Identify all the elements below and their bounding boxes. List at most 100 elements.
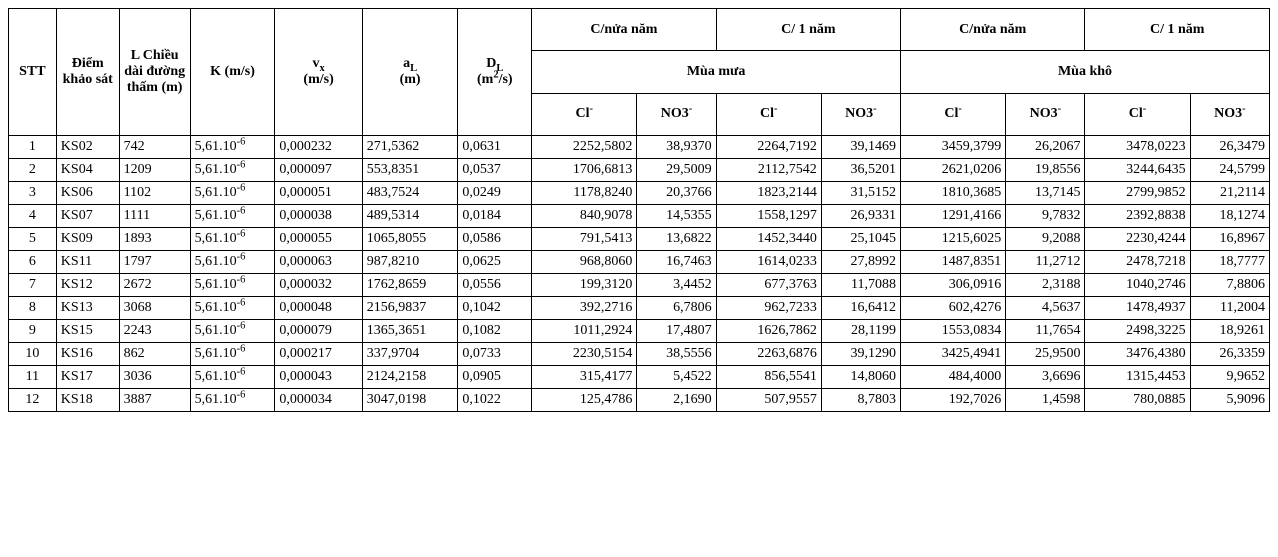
table-cell: 1111 [119, 205, 190, 228]
table-row: 11KS1730365,61.10-60,0000432124,21580,09… [9, 366, 1270, 389]
table-cell: 2243 [119, 320, 190, 343]
col-mm-1year: C/ 1 năm [716, 9, 900, 51]
table-cell: 2621,0206 [901, 159, 1006, 182]
table-cell: 489,5314 [362, 205, 458, 228]
table-row: 12KS1838875,61.10-60,0000343047,01980,10… [9, 389, 1270, 412]
table-cell: 0,000048 [275, 297, 362, 320]
table-row: 4KS0711115,61.10-60,000038489,53140,0184… [9, 205, 1270, 228]
col-dl: DL (m2/s) [458, 9, 532, 136]
table-cell: 602,4276 [901, 297, 1006, 320]
table-cell: 5,61.10-6 [190, 251, 275, 274]
table-cell: 0,000038 [275, 205, 362, 228]
table-cell: 17,4807 [637, 320, 716, 343]
table-cell: 1478,4937 [1085, 297, 1190, 320]
table-cell: 2,3188 [1006, 274, 1085, 297]
col-no3: NO3- [637, 93, 716, 135]
table-cell: 840,9078 [532, 205, 637, 228]
table-cell: 3476,4380 [1085, 343, 1190, 366]
table-cell: 3425,4941 [901, 343, 1006, 366]
table-cell: 1614,0233 [716, 251, 821, 274]
col-k: K (m/s) [190, 9, 275, 136]
col-l: L Chiều dài đường thấm (m) [119, 9, 190, 136]
table-cell: 483,7524 [362, 182, 458, 205]
table-cell: 1102 [119, 182, 190, 205]
table-cell: 18,1274 [1190, 205, 1269, 228]
table-cell: 0,0586 [458, 228, 532, 251]
col-al: aL (m) [362, 9, 458, 136]
table-cell: 25,1045 [821, 228, 900, 251]
table-cell: 0,0249 [458, 182, 532, 205]
table-cell: 5,61.10-6 [190, 182, 275, 205]
table-cell: 1706,6813 [532, 159, 637, 182]
table-cell: 315,4177 [532, 366, 637, 389]
table-cell: 2392,8838 [1085, 205, 1190, 228]
table-cell: 9,2088 [1006, 228, 1085, 251]
table-cell: KS16 [56, 343, 119, 366]
table-cell: 5,61.10-6 [190, 297, 275, 320]
table-cell: 12 [9, 389, 57, 412]
table-cell: 1315,4453 [1085, 366, 1190, 389]
table-cell: 5,61.10-6 [190, 205, 275, 228]
col-no3: NO3- [1190, 93, 1269, 135]
table-cell: 6,7806 [637, 297, 716, 320]
table-row: 5KS0918935,61.10-60,0000551065,80550,058… [9, 228, 1270, 251]
table-cell: 39,1469 [821, 136, 900, 159]
table-body: 1KS027425,61.10-60,000232271,53620,06312… [9, 136, 1270, 412]
table-cell: 25,9500 [1006, 343, 1085, 366]
col-cl: Cl- [1085, 93, 1190, 135]
table-cell: 3036 [119, 366, 190, 389]
table-cell: 856,5541 [716, 366, 821, 389]
table-cell: 0,000079 [275, 320, 362, 343]
table-cell: 1209 [119, 159, 190, 182]
table-cell: 2498,3225 [1085, 320, 1190, 343]
table-cell: 0,0537 [458, 159, 532, 182]
table-cell: 2230,5154 [532, 343, 637, 366]
col-vx: vx (m/s) [275, 9, 362, 136]
table-cell: 0,000055 [275, 228, 362, 251]
table-cell: 5,61.10-6 [190, 320, 275, 343]
table-cell: 0,1042 [458, 297, 532, 320]
table-cell: 507,9557 [716, 389, 821, 412]
table-cell: 553,8351 [362, 159, 458, 182]
col-no3: NO3- [821, 93, 900, 135]
table-cell: 0,0631 [458, 136, 532, 159]
table-cell: 0,000051 [275, 182, 362, 205]
table-cell: 16,6412 [821, 297, 900, 320]
col-cl: Cl- [901, 93, 1006, 135]
table-header: STT Điểm khảo sát L Chiều dài đường thấm… [9, 9, 1270, 136]
table-cell: 3068 [119, 297, 190, 320]
table-cell: 5,61.10-6 [190, 136, 275, 159]
table-cell: 1040,2746 [1085, 274, 1190, 297]
table-cell: 1487,8351 [901, 251, 1006, 274]
col-no3: NO3- [1006, 93, 1085, 135]
table-cell: 5,61.10-6 [190, 159, 275, 182]
table-cell: 3,4452 [637, 274, 716, 297]
table-cell: 5,61.10-6 [190, 389, 275, 412]
table-cell: 2230,4244 [1085, 228, 1190, 251]
table-cell: 962,7233 [716, 297, 821, 320]
table-cell: 0,000043 [275, 366, 362, 389]
table-cell: 11 [9, 366, 57, 389]
table-cell: 2156,9837 [362, 297, 458, 320]
table-cell: 9,9652 [1190, 366, 1269, 389]
table-cell: 1291,4166 [901, 205, 1006, 228]
table-cell: 0,0905 [458, 366, 532, 389]
table-cell: 24,5799 [1190, 159, 1269, 182]
table-cell: 13,6822 [637, 228, 716, 251]
table-cell: 5,9096 [1190, 389, 1269, 412]
table-cell: 1065,8055 [362, 228, 458, 251]
table-cell: 3,6696 [1006, 366, 1085, 389]
table-cell: 0,0556 [458, 274, 532, 297]
table-cell: 5,61.10-6 [190, 366, 275, 389]
table-cell: 2 [9, 159, 57, 182]
table-cell: 14,5355 [637, 205, 716, 228]
table-cell: 11,7654 [1006, 320, 1085, 343]
table-cell: 2,1690 [637, 389, 716, 412]
table-cell: 1558,1297 [716, 205, 821, 228]
table-cell: 18,7777 [1190, 251, 1269, 274]
table-cell: 14,8060 [821, 366, 900, 389]
table-cell: 16,7463 [637, 251, 716, 274]
table-cell: 38,5556 [637, 343, 716, 366]
table-cell: 18,9261 [1190, 320, 1269, 343]
table-cell: 0,000032 [275, 274, 362, 297]
